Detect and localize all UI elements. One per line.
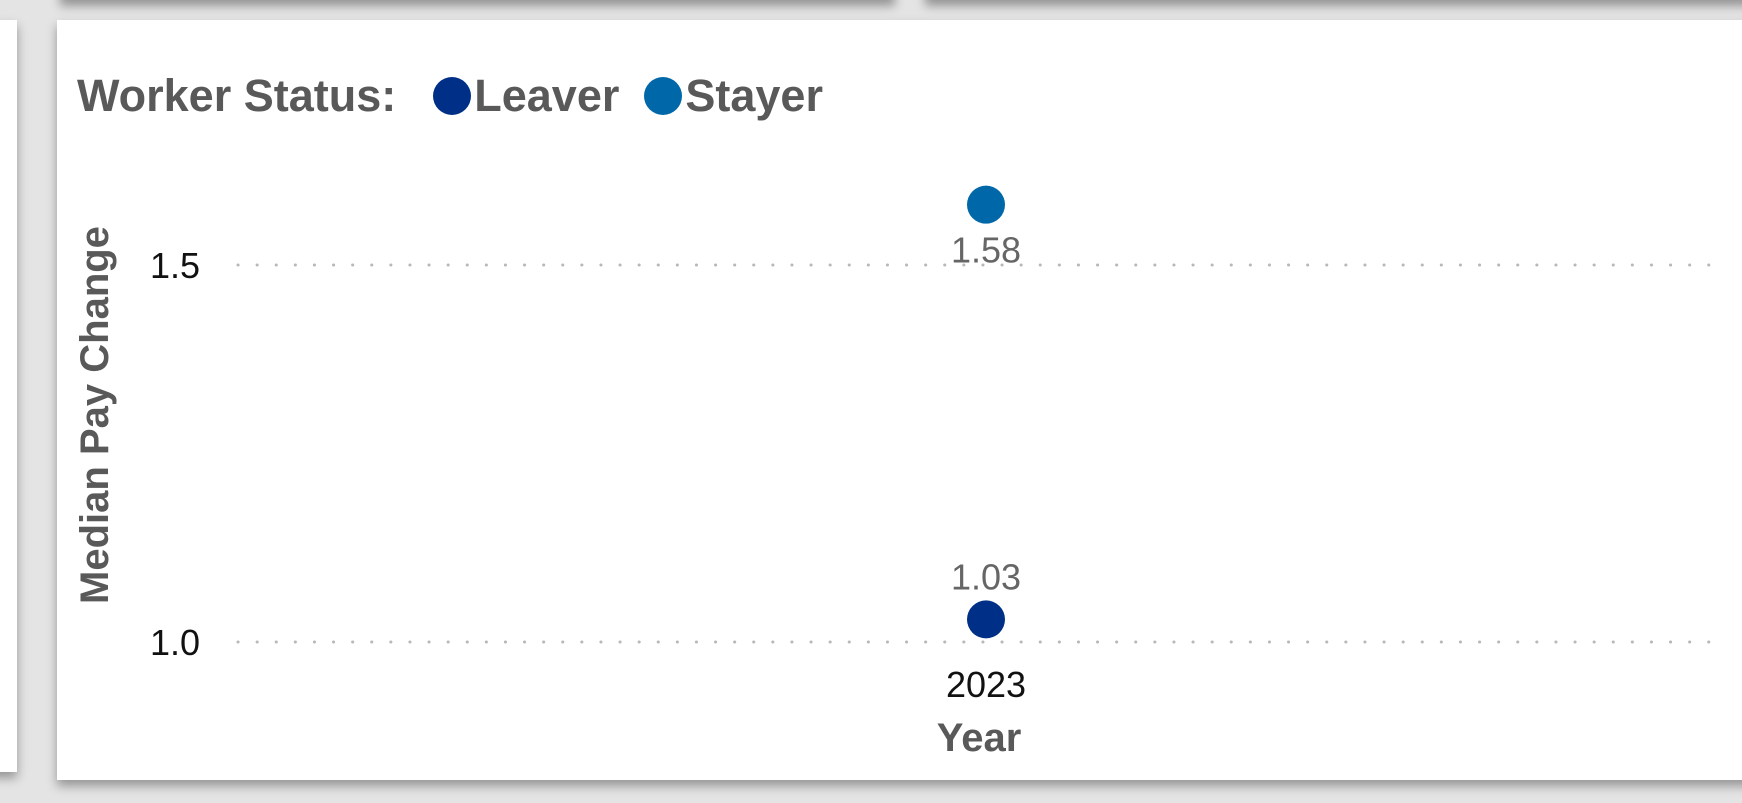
legend-label-stayer: Stayer (685, 70, 823, 121)
data-point-leaver[interactable] (967, 600, 1005, 639)
y-tick-label: 1.0 (150, 622, 200, 663)
legend-item-stayer[interactable]: Stayer (644, 70, 823, 122)
data-label-leaver: 1.03 (951, 556, 1021, 597)
legend-item-leaver[interactable]: Leaver (433, 70, 619, 122)
x-axis-title: Year (937, 716, 1022, 760)
chart-legend: Worker Status: Leaver Stayer (77, 70, 848, 122)
legend-marker-stayer (644, 77, 683, 115)
adjacent-panel-left (0, 20, 17, 772)
y-tick-label: 1.5 (150, 245, 200, 286)
legend-title: Worker Status: (77, 70, 397, 121)
legend-marker-leaver (433, 77, 472, 115)
legend-label-leaver: Leaver (474, 70, 620, 121)
y-axis-title: Median Pay Change (73, 226, 117, 604)
data-point-stayer[interactable] (967, 185, 1005, 224)
data-label-stayer: 1.58 (951, 230, 1021, 271)
x-tick-label: 2023 (946, 664, 1026, 705)
marks-layer: 1.03 1.58 (951, 185, 1021, 639)
chart-panel[interactable] (57, 20, 1742, 780)
axis-layer: 1.0 1.5 2023 (150, 245, 1026, 705)
